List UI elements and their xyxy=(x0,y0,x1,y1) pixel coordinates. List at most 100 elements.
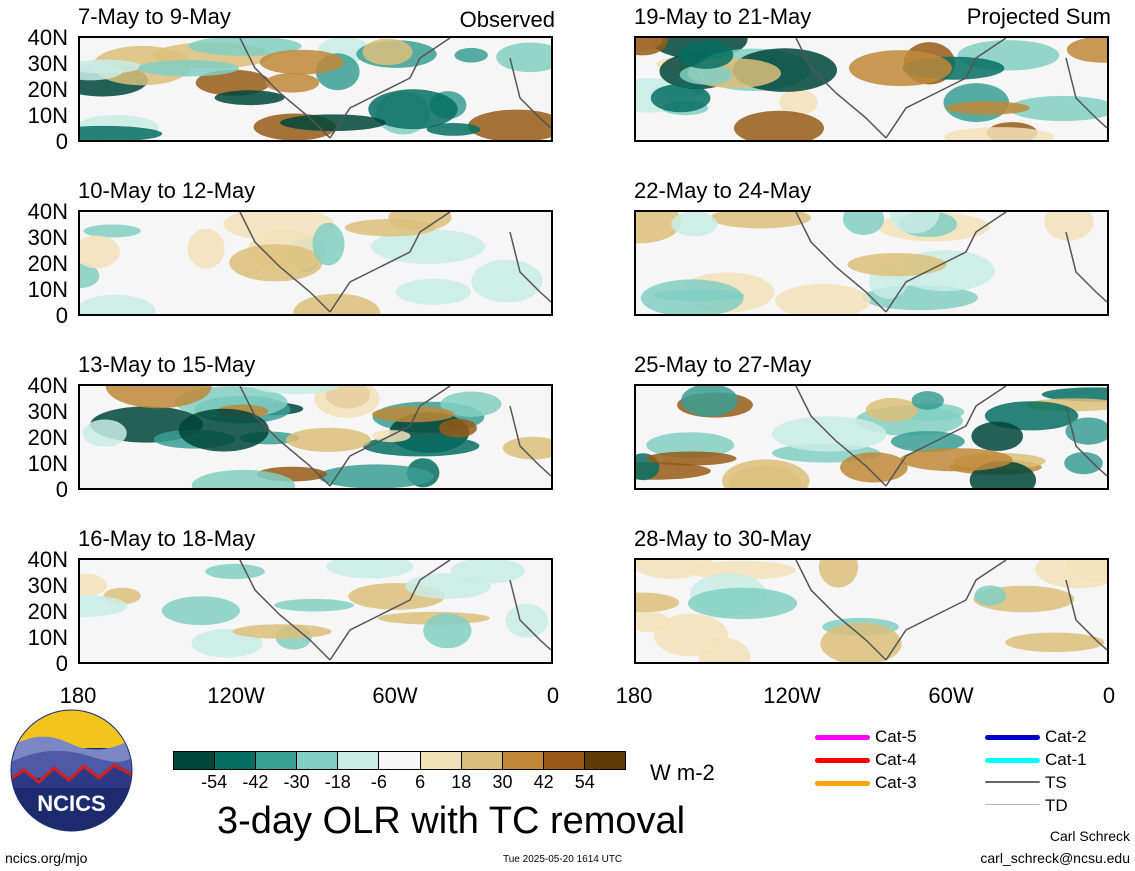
coastline xyxy=(239,212,551,313)
anomaly-shape xyxy=(679,64,733,85)
anomaly-shape xyxy=(368,89,458,130)
panel-title: 10-May to 12-May xyxy=(78,178,256,203)
colorbar-label: -18 xyxy=(324,772,351,792)
anomaly-shape xyxy=(105,386,212,409)
anomaly-shape xyxy=(865,397,919,422)
anomaly-shape xyxy=(687,587,798,620)
anomaly-shape xyxy=(372,406,455,423)
anomaly-shape xyxy=(326,560,414,579)
anomaly-shape xyxy=(1041,387,1107,402)
legend-label: TS xyxy=(1045,773,1067,792)
coastline xyxy=(795,560,1107,661)
lat-label: 0 xyxy=(55,651,68,676)
lat-label: 30N xyxy=(27,51,68,76)
legend-line xyxy=(985,758,1040,763)
lat-label: 30N xyxy=(27,399,68,424)
anomaly-shape xyxy=(636,212,683,244)
olr-map xyxy=(78,36,553,142)
footer-timestamp: Tue 2025-05-20 1614 UTC xyxy=(503,854,623,865)
anomaly-shape xyxy=(636,592,680,613)
colorbar-swatch xyxy=(378,752,420,769)
anomaly-shape xyxy=(439,418,477,438)
legend-line xyxy=(815,735,870,740)
anomaly-shape xyxy=(1008,95,1107,122)
anomaly-shape xyxy=(505,603,549,638)
lat-label: 20N xyxy=(27,425,68,450)
footer-url: ncics.org/mjo xyxy=(5,850,88,866)
anomaly-shape xyxy=(502,436,551,460)
colorbar-label: -30 xyxy=(283,772,310,792)
lon-label: 120W xyxy=(763,683,821,708)
lon-label: 120W xyxy=(207,683,265,708)
lat-label: 40N xyxy=(27,373,68,398)
anomaly-shape xyxy=(80,573,107,597)
anomaly-shape xyxy=(1005,632,1105,652)
ncics-logo: NCICS xyxy=(9,708,134,833)
anomaly-shape xyxy=(471,259,543,303)
legend-label: TD xyxy=(1045,796,1068,815)
anomaly-shape xyxy=(1044,212,1094,241)
olr-map xyxy=(78,210,553,316)
olr-field xyxy=(636,386,1107,488)
anomaly-shape xyxy=(253,386,339,394)
coastline xyxy=(239,386,551,487)
colorbar-swatch xyxy=(542,752,584,769)
lat-label: 10N xyxy=(27,451,68,476)
lat-label: 10N xyxy=(27,277,68,302)
olr-field xyxy=(80,560,551,661)
anomaly-shape xyxy=(362,38,413,66)
anomaly-shape xyxy=(83,224,141,238)
lat-label: 20N xyxy=(27,251,68,276)
anomaly-shape xyxy=(80,59,142,74)
anomaly-shape xyxy=(889,212,940,234)
lon-label: 180 xyxy=(615,683,653,708)
anomaly-shape xyxy=(259,49,344,75)
lon-label: 0 xyxy=(546,683,560,708)
colorbar-swatch xyxy=(501,752,543,769)
anomaly-shape xyxy=(232,624,332,639)
lat-label: 30N xyxy=(27,225,68,250)
lat-label: 20N xyxy=(27,77,68,102)
coastline xyxy=(795,212,1107,313)
lon-label: 60W xyxy=(372,683,418,708)
anomaly-shape xyxy=(274,598,354,612)
anomaly-shape xyxy=(80,294,156,314)
lat-label: 40N xyxy=(27,25,68,50)
olr-field xyxy=(636,560,1107,662)
anomaly-shape xyxy=(423,613,472,649)
anomaly-shape xyxy=(80,263,100,289)
coastline xyxy=(239,38,551,139)
anomaly-shape xyxy=(946,101,1030,115)
anomaly-shape xyxy=(1066,38,1107,63)
observed-label: Observed xyxy=(459,7,555,32)
olr-field xyxy=(636,212,1107,314)
anomaly-shape xyxy=(840,452,908,483)
anomaly-shape xyxy=(645,451,737,466)
colorbar-label: 42 xyxy=(533,772,554,792)
colorbar-swatch xyxy=(337,752,379,769)
anomaly-shape xyxy=(710,212,812,229)
colorbar-label: 30 xyxy=(492,772,513,792)
anomaly-shape xyxy=(671,212,718,237)
anomaly-shape xyxy=(636,560,712,579)
lat-label: 40N xyxy=(27,199,68,224)
colorbar-label: -42 xyxy=(242,772,269,792)
anomaly-shape xyxy=(285,427,371,452)
anomaly-shape xyxy=(650,83,711,113)
colorbar-swatch xyxy=(296,752,338,769)
anomaly-shape xyxy=(1064,452,1103,475)
panel-title: 22-May to 24-May xyxy=(634,178,812,203)
anomaly-shape xyxy=(80,594,128,618)
anomaly-shape xyxy=(371,229,485,264)
panel-title: 25-May to 27-May xyxy=(634,352,812,377)
lat-label: 0 xyxy=(55,477,68,502)
lat-label: 0 xyxy=(55,129,68,154)
olr-map xyxy=(78,384,553,490)
coastline xyxy=(795,38,1107,139)
anomaly-shape xyxy=(971,421,1023,451)
anomaly-shape xyxy=(450,560,525,584)
anomaly-shape xyxy=(974,585,1006,606)
anomaly-shape xyxy=(818,560,859,588)
anomaly-shape xyxy=(178,408,269,452)
anomaly-shape xyxy=(911,391,944,410)
